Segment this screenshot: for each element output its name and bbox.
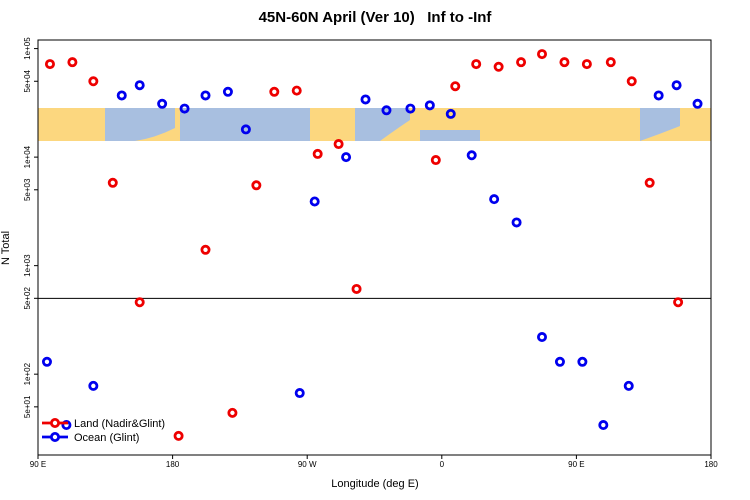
point xyxy=(644,177,655,188)
point xyxy=(673,297,684,308)
point xyxy=(653,90,664,101)
map-band xyxy=(38,108,711,141)
point xyxy=(445,108,456,119)
point xyxy=(554,356,565,367)
point xyxy=(537,49,548,60)
point xyxy=(134,80,145,91)
point xyxy=(466,150,477,161)
point xyxy=(581,59,592,70)
point xyxy=(294,388,305,399)
point xyxy=(200,244,211,255)
point xyxy=(381,105,392,116)
point xyxy=(88,76,99,87)
y-tick-label: 1e+05 xyxy=(23,37,32,60)
plot-frame xyxy=(37,39,712,456)
y-tick-label: 1e+03 xyxy=(23,254,32,277)
point xyxy=(430,155,441,166)
point xyxy=(489,194,500,205)
legend-label: Ocean (Glint) xyxy=(74,432,139,444)
point xyxy=(692,98,703,109)
point xyxy=(559,57,570,68)
point xyxy=(88,380,99,391)
legend-marker xyxy=(50,417,61,428)
point xyxy=(598,420,609,431)
point xyxy=(341,152,352,163)
point xyxy=(626,76,637,87)
point xyxy=(222,86,233,97)
point xyxy=(351,283,362,294)
point xyxy=(291,85,302,96)
point xyxy=(67,57,78,68)
point xyxy=(173,430,184,441)
legend-marker xyxy=(50,431,61,442)
point xyxy=(41,356,52,367)
point xyxy=(671,80,682,91)
y-tick-label: 5e+02 xyxy=(23,287,32,310)
y-tick-label: 5e+03 xyxy=(23,178,32,201)
x-tick-label: 180 xyxy=(704,460,718,469)
point xyxy=(360,94,371,105)
point xyxy=(493,61,504,72)
map-ocean xyxy=(105,108,175,141)
y-tick-label: 1e+04 xyxy=(23,145,32,168)
point xyxy=(240,124,251,135)
x-tick-label: 180 xyxy=(166,460,180,469)
map-ocean xyxy=(355,108,410,141)
y-axis-label: N Total xyxy=(0,231,12,265)
point xyxy=(179,103,190,114)
point xyxy=(511,217,522,228)
point xyxy=(312,148,323,159)
point xyxy=(107,177,118,188)
point xyxy=(134,297,145,308)
x-tick-label: 90 E xyxy=(30,460,46,469)
point xyxy=(44,59,55,70)
point xyxy=(157,98,168,109)
point xyxy=(605,57,616,68)
point xyxy=(537,332,548,343)
point xyxy=(450,81,461,92)
y-tick-label: 1e+02 xyxy=(23,362,32,385)
legend-label: Land (Nadir&Glint) xyxy=(74,418,165,430)
x-axis-label: Longitude (deg E) xyxy=(331,478,418,490)
point xyxy=(269,86,280,97)
point xyxy=(424,100,435,111)
point xyxy=(61,420,72,431)
map-ocean xyxy=(420,130,480,141)
map-ocean xyxy=(640,108,680,141)
y-tick-label: 5e+01 xyxy=(23,395,32,418)
y-tick-label: 5e+04 xyxy=(23,69,32,92)
point xyxy=(577,356,588,367)
chart-title: 45N-60N April (Ver 10) Inf to -Inf xyxy=(259,9,493,26)
x-tick-label: 0 xyxy=(440,460,445,469)
x-tick-label: 90 E xyxy=(568,460,584,469)
point xyxy=(116,90,127,101)
point xyxy=(227,407,238,418)
point xyxy=(333,139,344,150)
point xyxy=(405,103,416,114)
point xyxy=(623,380,634,391)
point xyxy=(200,90,211,101)
x-tick-label: 90 W xyxy=(298,460,317,469)
point xyxy=(516,57,527,68)
point xyxy=(251,180,262,191)
point xyxy=(309,196,320,207)
point xyxy=(471,59,482,70)
